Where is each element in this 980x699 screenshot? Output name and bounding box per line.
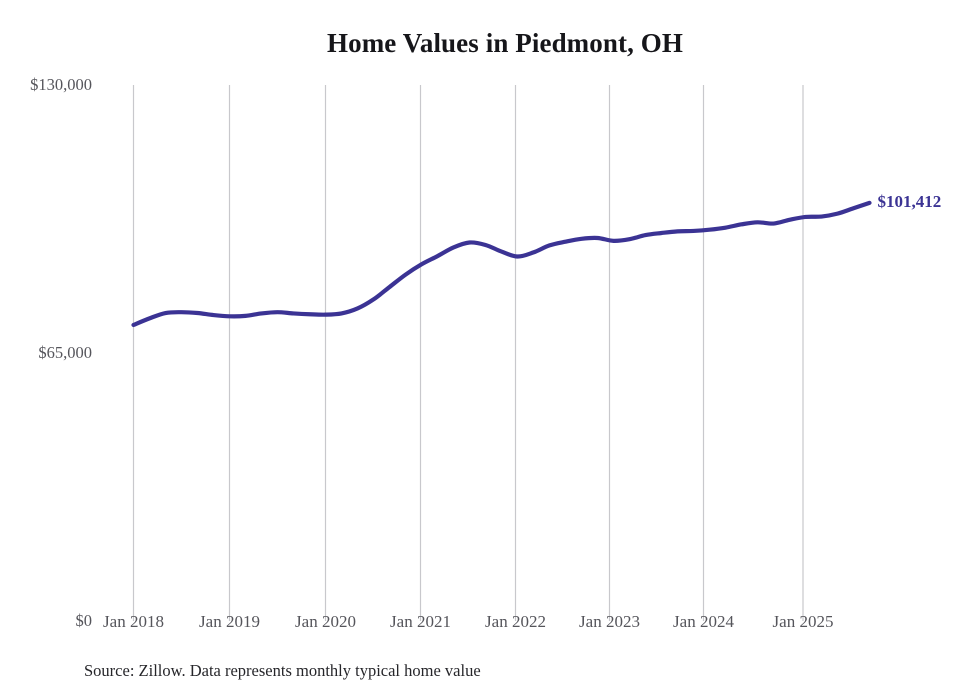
x-axis-tick-label: Jan 2021 [390,612,451,631]
gridlines [132,85,804,621]
x-axis-tick-label: Jan 2018 [103,612,164,631]
y-axis-tick-label: $0 [75,611,93,630]
x-axis-tick-label: Jan 2024 [673,612,734,631]
x-axis-tick-label: Jan 2025 [772,612,834,631]
page-title: Home Values in Piedmont, OH [327,28,683,58]
x-axis-tick-label: Jan 2022 [485,612,546,631]
source-note: Source: Zillow. Data represents monthly … [84,661,481,680]
y-axis-tick-label: $130,000 [30,75,92,94]
x-axis-tick-label: Jan 2019 [199,612,260,631]
end-value-annotation: $101,412 [877,191,942,211]
x-axis-tick-label: Jan 2020 [295,612,356,631]
series-line-typical-home-value [131,200,872,328]
y-axis-tick-label: $65,000 [38,343,92,362]
x-axis-tick-label: Jan 2023 [579,612,640,631]
